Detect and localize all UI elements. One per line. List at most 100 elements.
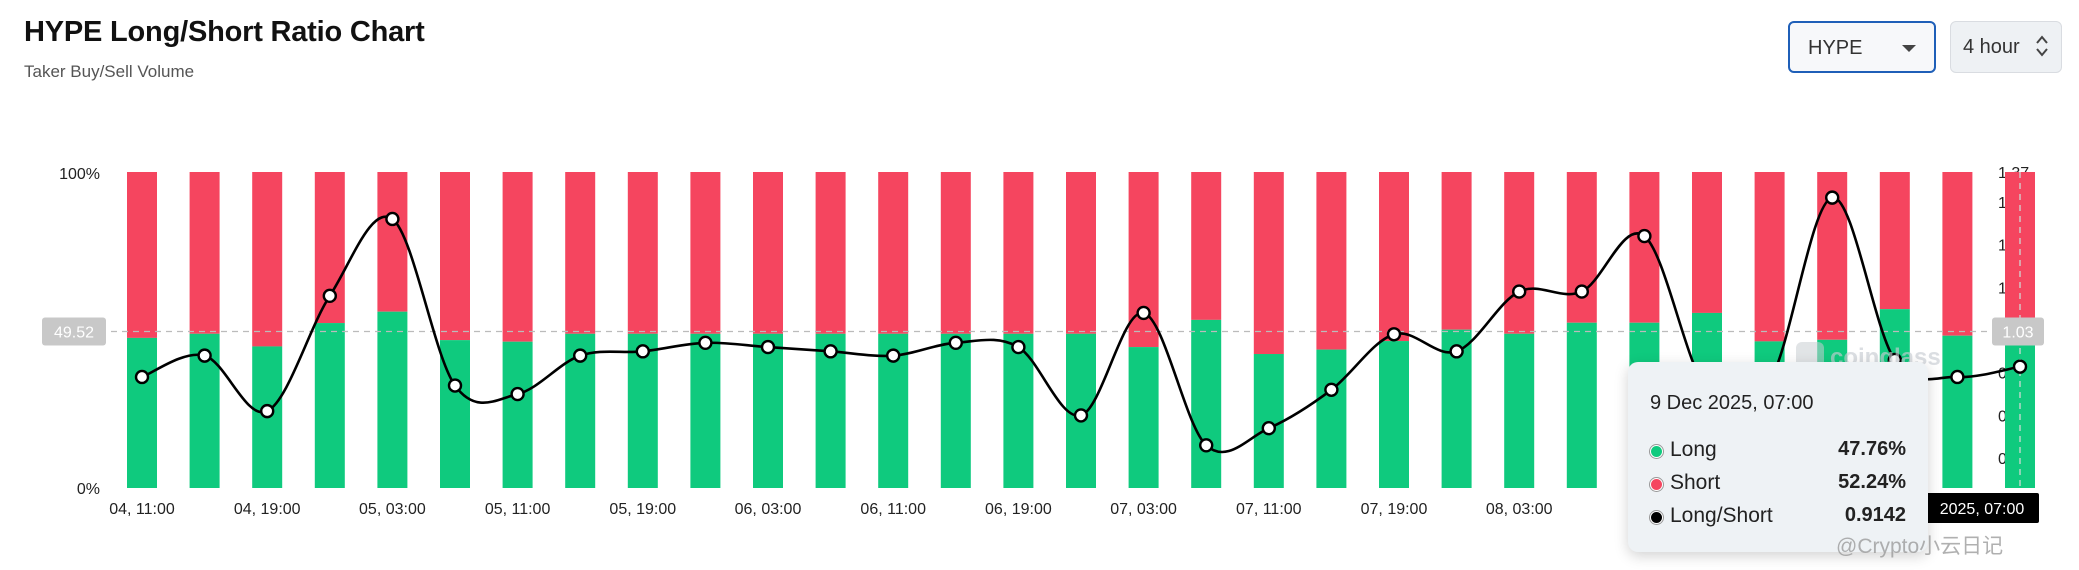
long-bar (1128, 347, 1159, 488)
tooltip-label: Long/Short (1670, 504, 1773, 527)
short-bar (377, 172, 408, 312)
ratio-point (2012, 359, 2028, 374)
short-bar (1754, 172, 1785, 342)
short-bar (502, 172, 533, 342)
short-bar (189, 172, 220, 334)
left-tick-label: 0% (77, 481, 100, 498)
symbol-select-value: HYPE (1808, 37, 1863, 59)
long-bar (627, 333, 658, 488)
long-bar (753, 333, 783, 488)
ratio-point (760, 339, 776, 355)
ratio-point (823, 344, 838, 359)
tooltip-label: Short (1670, 471, 1721, 494)
short-bar (878, 172, 909, 334)
chevron-up-down-icon (2036, 35, 2048, 57)
ratio-point (948, 335, 963, 351)
x-tick-label: 07, 19:00 (1361, 501, 1428, 518)
short-bar (1066, 172, 1096, 334)
short-bar (440, 172, 470, 341)
ratio-dot-icon (1650, 511, 1663, 524)
crosshair-labels: 49.52 1.03 2025, 07:00 (42, 317, 2044, 523)
short-bar (127, 172, 157, 338)
short-bar (1191, 172, 1222, 320)
long-bar (1191, 319, 1222, 488)
page-subtitle: Taker Buy/Sell Volume (24, 62, 195, 81)
long-bar (690, 333, 721, 488)
short-bar (1692, 172, 1722, 313)
ratio-point (134, 369, 150, 385)
crosshair-right-value: 1.03 (2002, 325, 2033, 342)
long-bar (314, 323, 345, 488)
short-bar (565, 172, 596, 334)
interval-select[interactable]: 4 hour (1950, 21, 2062, 73)
ratio-point (1824, 190, 1840, 205)
ratio-point (635, 344, 650, 359)
ratio-point (1324, 382, 1339, 397)
long-bar (502, 341, 533, 488)
left-tick-label: 100% (59, 166, 100, 183)
long-bar (815, 333, 846, 488)
short-bar (1566, 172, 1597, 323)
short-bar (753, 172, 783, 334)
long-bar (377, 311, 408, 488)
long-bar (1003, 333, 1034, 488)
long-bar (1316, 349, 1347, 488)
credit-watermark: @Crypto小云日记 (1836, 535, 2004, 558)
short-bar (1504, 172, 1535, 334)
tooltip-value: 47.76% (1838, 438, 1906, 460)
tooltip-panel: 9 Dec 2025, 07:00 Long 47.76% Short 52.2… (1628, 362, 1928, 552)
crosshair-left-box (42, 317, 106, 346)
long-bar (1379, 341, 1409, 488)
short-dot-icon (1650, 478, 1663, 491)
tooltip-value: 0.9142 (1844, 504, 1906, 526)
ratio-point (1198, 438, 1214, 453)
long-bar (1942, 335, 1973, 488)
short-bar (1441, 172, 1472, 330)
short-bar (1003, 172, 1034, 334)
long-bar (1253, 354, 1284, 488)
short-bar (1316, 172, 1347, 350)
ratio-point (322, 288, 337, 304)
short-bar (1942, 172, 1973, 336)
ratio-point (1511, 284, 1527, 299)
x-tick-label: 04, 11:00 (109, 501, 175, 518)
tooltip-value: 52.24% (1838, 471, 1906, 493)
crosshair-x-box (1925, 493, 2039, 523)
bars-layer (127, 172, 2035, 488)
tooltip-label: Long (1670, 438, 1717, 461)
short-bar (1879, 172, 1910, 310)
page-title: HYPE Long/Short Ratio Chart (24, 16, 425, 48)
long-bar (1504, 333, 1535, 488)
symbol-select[interactable]: HYPE (1788, 21, 1936, 73)
crosshair-x-value: 2025, 07:00 (1940, 501, 2025, 518)
x-axis: 04, 11:00 04, 19:00 05, 03:00 05, 11:00 05, … (109, 501, 1655, 518)
ratio-point (1449, 344, 1464, 359)
ratio-point (1574, 284, 1590, 299)
ratio-point (260, 403, 275, 419)
x-tick-label: 04, 19:00 (234, 501, 301, 518)
short-bar (1379, 172, 1409, 342)
short-bar (627, 172, 658, 334)
short-bar (1253, 172, 1284, 355)
x-tick-label: 05, 11:00 (485, 501, 551, 518)
ratio-point (1386, 327, 1402, 342)
x-tick-label: 08, 03:00 (1486, 501, 1553, 518)
x-tick-label: 06, 11:00 (860, 501, 926, 518)
short-bar (252, 172, 283, 347)
short-bar (940, 172, 971, 334)
x-tick-label: 07, 03:00 (1110, 501, 1177, 518)
crosshair-left-value: 49.52 (54, 325, 94, 342)
left-axis: 100% 0% (59, 166, 100, 498)
x-tick-label: 05, 03:00 (359, 501, 426, 518)
ratio-point (573, 348, 588, 363)
tooltip-row-long: Long 47.76% (1650, 438, 1906, 464)
x-tick-label: 07, 11:00 (1236, 501, 1302, 518)
ratio-point (698, 335, 713, 351)
crosshair-right-box (1992, 317, 2044, 346)
x-tick-label: 06, 03:00 (735, 501, 802, 518)
ratio-point (1073, 408, 1089, 423)
caret-down-icon (1902, 45, 1916, 52)
x-tick-label: 06, 19:00 (985, 501, 1052, 518)
ratio-point (447, 378, 463, 393)
